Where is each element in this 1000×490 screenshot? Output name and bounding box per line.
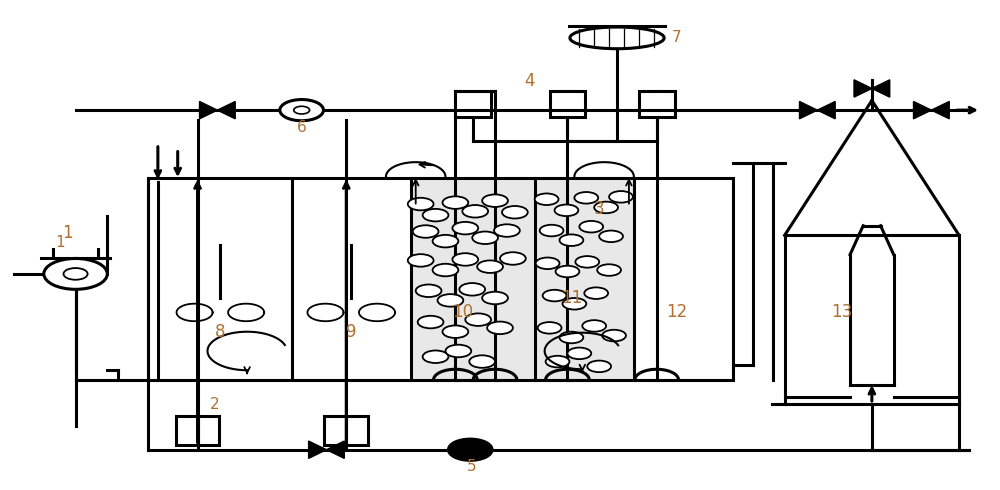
Circle shape: [452, 253, 478, 266]
Polygon shape: [217, 101, 235, 119]
Polygon shape: [817, 101, 835, 119]
Circle shape: [587, 361, 611, 372]
Circle shape: [482, 195, 508, 207]
Polygon shape: [854, 80, 872, 97]
Text: 9: 9: [346, 322, 356, 341]
Bar: [455, 91, 491, 118]
Circle shape: [562, 298, 586, 310]
Polygon shape: [200, 101, 217, 119]
Circle shape: [442, 196, 468, 209]
Circle shape: [469, 355, 495, 368]
Circle shape: [584, 288, 608, 299]
Circle shape: [408, 198, 434, 210]
Circle shape: [423, 350, 448, 363]
Circle shape: [413, 225, 439, 238]
Circle shape: [423, 209, 448, 221]
Text: 8: 8: [215, 322, 226, 341]
Circle shape: [280, 99, 323, 121]
Circle shape: [582, 320, 606, 332]
Circle shape: [452, 222, 478, 234]
Polygon shape: [914, 101, 931, 119]
Circle shape: [433, 235, 458, 247]
Text: 13: 13: [832, 303, 853, 321]
Circle shape: [418, 316, 443, 328]
Text: 3: 3: [594, 200, 604, 218]
Circle shape: [579, 221, 603, 232]
Text: 1: 1: [62, 224, 73, 242]
Circle shape: [540, 225, 563, 236]
Circle shape: [599, 231, 623, 242]
Circle shape: [560, 234, 583, 246]
Circle shape: [594, 202, 618, 213]
Bar: [411, 177, 535, 380]
Circle shape: [574, 192, 598, 203]
Circle shape: [494, 224, 520, 237]
Circle shape: [536, 258, 560, 269]
Bar: [148, 177, 733, 380]
Circle shape: [445, 344, 471, 357]
Circle shape: [482, 292, 508, 304]
Circle shape: [567, 347, 591, 359]
Text: 10: 10: [452, 303, 473, 321]
Circle shape: [502, 206, 528, 219]
Circle shape: [602, 330, 626, 342]
Circle shape: [433, 264, 458, 276]
Circle shape: [64, 268, 88, 280]
Bar: [176, 416, 219, 445]
Text: 11: 11: [561, 289, 582, 307]
Circle shape: [487, 321, 513, 334]
Bar: [639, 91, 675, 118]
Circle shape: [555, 204, 578, 216]
Circle shape: [472, 231, 498, 244]
Circle shape: [442, 325, 468, 338]
Circle shape: [294, 106, 310, 114]
Polygon shape: [326, 441, 344, 458]
Circle shape: [556, 266, 579, 277]
Polygon shape: [309, 441, 326, 458]
Circle shape: [543, 290, 566, 301]
Circle shape: [500, 252, 526, 265]
Bar: [535, 177, 634, 380]
Polygon shape: [799, 101, 817, 119]
Circle shape: [609, 191, 633, 202]
Circle shape: [477, 260, 503, 273]
Text: 12: 12: [666, 303, 687, 321]
Bar: [550, 91, 585, 118]
Text: 7: 7: [672, 30, 681, 46]
Text: 2: 2: [209, 397, 219, 412]
Circle shape: [408, 254, 434, 267]
Circle shape: [438, 294, 463, 307]
Circle shape: [462, 205, 488, 218]
Text: 6: 6: [297, 120, 307, 135]
Text: 5: 5: [466, 460, 476, 474]
Circle shape: [560, 332, 583, 343]
Circle shape: [535, 194, 559, 205]
Circle shape: [546, 356, 569, 368]
Circle shape: [575, 256, 599, 268]
Circle shape: [416, 285, 441, 297]
Bar: [324, 416, 368, 445]
Text: 4: 4: [524, 72, 535, 90]
Circle shape: [459, 283, 485, 295]
Ellipse shape: [570, 27, 664, 49]
Circle shape: [44, 259, 107, 289]
Circle shape: [538, 322, 561, 334]
Text: 1: 1: [56, 235, 65, 250]
Circle shape: [597, 264, 621, 276]
Circle shape: [465, 314, 491, 326]
Polygon shape: [931, 101, 949, 119]
Circle shape: [448, 439, 492, 460]
Polygon shape: [872, 80, 890, 97]
